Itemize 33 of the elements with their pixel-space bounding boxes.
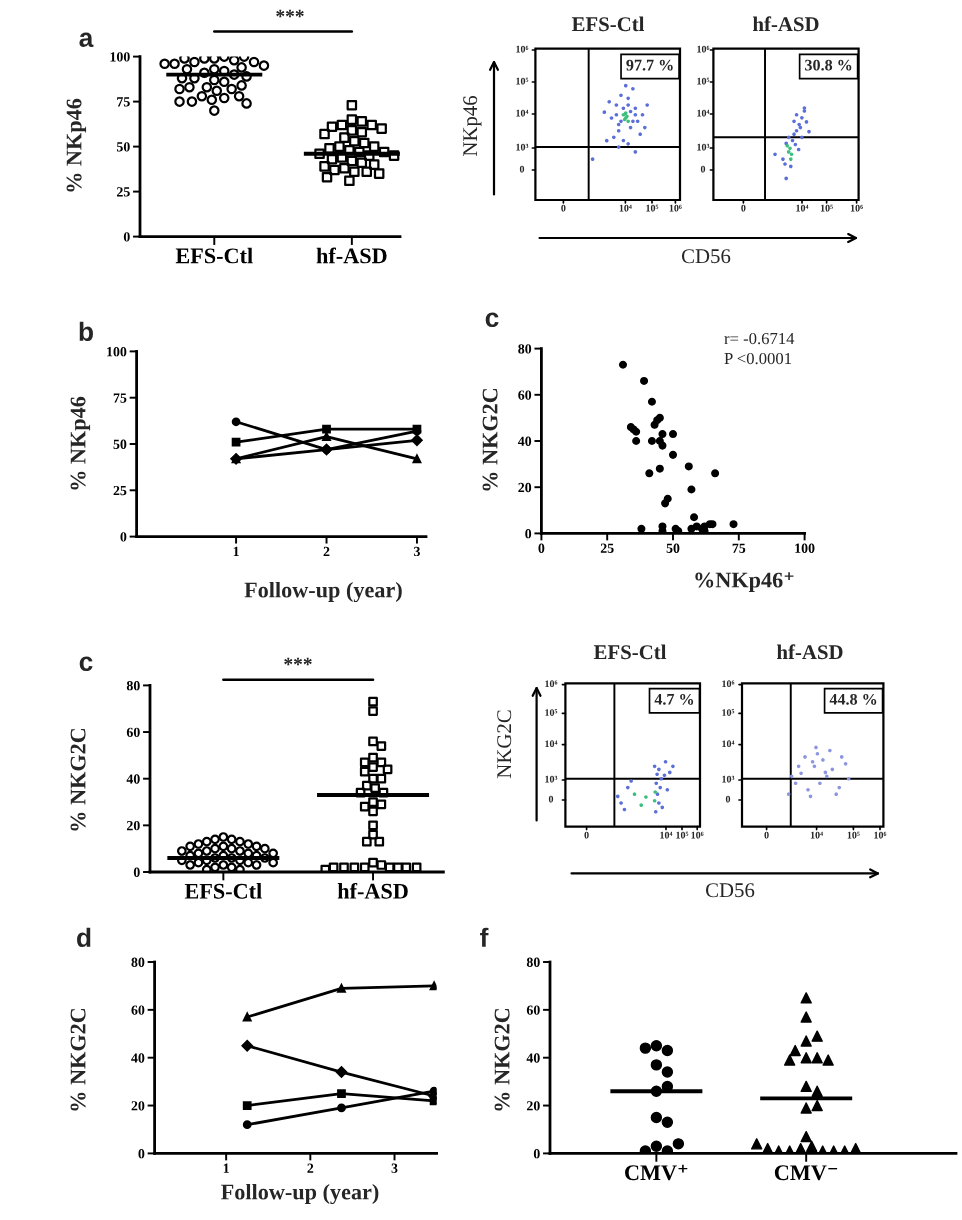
x-tick-label: CMV⁻	[774, 1165, 838, 1181]
text: 30.8 %	[805, 59, 852, 71]
y-axis-title: % NKp46	[70, 396, 91, 490]
annotation: P <0.0001	[724, 352, 792, 365]
x-axis-title: Follow-up (year)	[221, 1183, 379, 1205]
y-axis-title: % NKG2C	[482, 388, 498, 491]
text: 97.7 %	[626, 59, 673, 71]
text: NKG2C	[497, 710, 512, 779]
x-axis-title: %NKp46⁺	[695, 572, 794, 593]
text: CD56	[681, 249, 731, 264]
y-axis-title: % NKG2C	[70, 1008, 86, 1111]
x-tick-label: CMV⁺	[625, 1164, 688, 1181]
text: b	[79, 321, 93, 342]
text: NKp46	[463, 95, 482, 157]
text: a	[79, 32, 94, 48]
text: r= -0.6714	[724, 332, 795, 345]
text: c	[485, 312, 499, 328]
y-axis-title: % NKG2C	[494, 1008, 510, 1111]
text: hf-ASD	[752, 16, 819, 32]
text: ***	[284, 657, 312, 666]
text: CD56	[705, 883, 755, 898]
y-axis-title: % NKp46	[66, 98, 87, 192]
text: 4.7 %	[654, 693, 694, 705]
text: EFS-Ctl	[571, 16, 645, 32]
text: f	[480, 927, 489, 947]
y-axis-title: % NKG2C	[70, 728, 86, 831]
text: hf-ASD	[776, 644, 843, 660]
x-axis-title: Follow-up (year)	[244, 581, 402, 603]
text: 44.8 %	[829, 693, 877, 705]
text: EFS-Ctl	[593, 644, 667, 660]
text: ***	[276, 9, 304, 18]
text: d	[77, 927, 91, 948]
text: c	[79, 656, 93, 672]
